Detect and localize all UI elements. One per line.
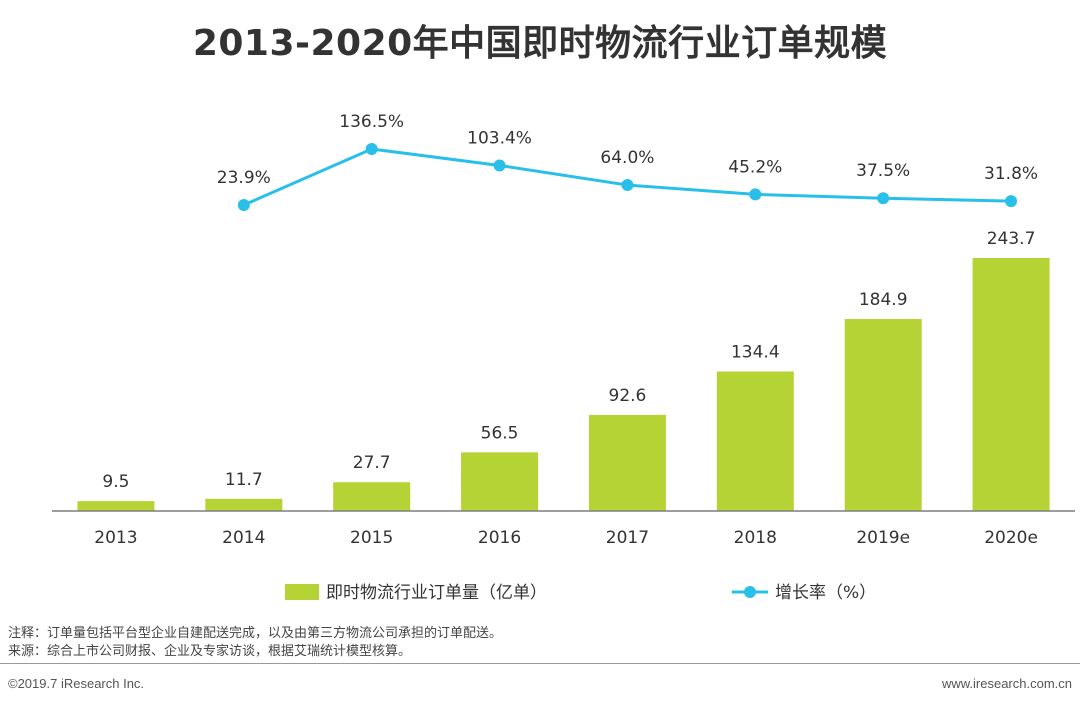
growth-value-label: 37.5%	[856, 161, 910, 181]
legend-line-marker	[744, 586, 756, 598]
chart-source: 来源：综合上市公司财报、企业及专家访谈，根据艾瑞统计模型核算。	[8, 644, 412, 659]
growth-point-2019e	[877, 192, 890, 205]
growth-point-2017	[621, 179, 634, 192]
legend-bar-swatch	[285, 584, 319, 600]
bar-value-label: 134.4	[731, 342, 780, 362]
x-tick-label: 2015	[350, 528, 393, 548]
bar-2014	[205, 498, 283, 511]
legend-line-label: 增长率（%）	[775, 583, 876, 603]
bar-2013	[77, 501, 155, 511]
x-tick-label: 2017	[606, 528, 649, 548]
bar-value-label: 9.5	[102, 472, 129, 492]
bar-value-label: 11.7	[225, 470, 263, 490]
x-tick-label: 2019e	[856, 528, 910, 548]
bar-2016	[461, 452, 539, 511]
x-tick-label: 2018	[734, 528, 777, 548]
x-tick-label: 2020e	[984, 528, 1038, 548]
growth-value-label: 23.9%	[217, 168, 271, 188]
bar-2018	[716, 371, 794, 511]
x-tick-label: 2013	[94, 528, 137, 548]
growth-point-2018	[749, 188, 762, 201]
growth-value-label: 64.0%	[600, 148, 654, 168]
footer-divider	[0, 663, 1080, 664]
growth-value-label: 136.5%	[339, 112, 404, 132]
bar-series: 9.5 11.7 27.7 56.5 92.6 134.4 184.9 243.7	[77, 229, 1050, 511]
x-tick-label: 2014	[222, 528, 265, 548]
bar-2019e	[844, 319, 922, 511]
growth-point-2015	[365, 143, 378, 155]
chart-note: 注释：订单量包括平台型企业自建配送完成，以及由第三方物流公司承担的订单配送。	[8, 626, 503, 641]
chart-title: 2013-2020年中国即时物流行业订单规模	[192, 23, 888, 64]
growth-point-2016	[493, 159, 506, 172]
footer-copyright: ©2019.7 iResearch Inc.	[8, 676, 145, 691]
bar-value-label: 56.5	[481, 423, 519, 443]
x-axis: 2013 2014 2015 2016 2017 2018 2019e 2020e	[52, 510, 1075, 548]
growth-point-2014	[237, 199, 250, 211]
legend: 即时物流行业订单量（亿单） 增长率（%）	[285, 583, 876, 603]
bar-2015	[333, 482, 411, 511]
x-tick-label: 2016	[478, 528, 521, 548]
bar-2017	[588, 414, 666, 511]
growth-point-2020e	[1005, 195, 1018, 208]
footer-website: www.iresearch.com.cn	[941, 676, 1072, 691]
line-series: 23.9% 136.5% 103.4% 64.0% 45.2% 37.5% 31.8%	[217, 112, 1038, 211]
bar-value-label: 92.6	[609, 386, 647, 406]
bar-2020e	[972, 258, 1050, 511]
bar-value-label: 184.9	[859, 290, 908, 310]
chart-plot: 9.5 11.7 27.7 56.5 92.6 134.4 184.9 243.7 23.9%…	[52, 112, 1075, 603]
growth-value-label: 45.2%	[728, 157, 782, 177]
growth-value-label: 103.4%	[467, 128, 532, 148]
bar-value-label: 243.7	[987, 229, 1036, 249]
growth-value-label: 31.8%	[984, 164, 1038, 184]
bar-value-label: 27.7	[353, 453, 391, 473]
legend-bar-label: 即时物流行业订单量（亿单）	[326, 583, 547, 603]
